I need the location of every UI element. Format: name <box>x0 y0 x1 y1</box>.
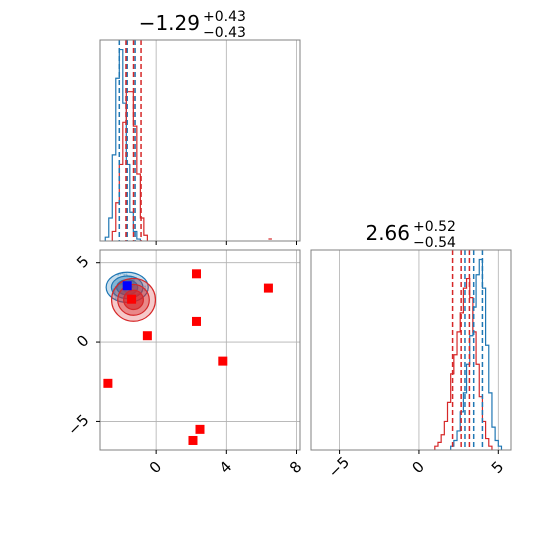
sample-point-series-a <box>113 291 116 294</box>
scatter-frame <box>99 249 301 451</box>
histogram-series-b <box>111 91 148 241</box>
sample-point-series-a <box>114 297 117 300</box>
param-2-title-minus: −0.54 <box>413 235 456 251</box>
marker-square-red <box>191 269 201 279</box>
x-tick-label-param-2: 0 <box>408 458 427 477</box>
marker-square-red <box>142 331 152 341</box>
param-1-title-minus: −0.43 <box>203 25 246 41</box>
x-tick-label-param-2: −5 <box>325 453 353 481</box>
marker-square-red <box>195 424 205 434</box>
marker-square-red <box>127 294 137 304</box>
param-2-title-plus: +0.52 <box>413 219 456 235</box>
x-tick-label-param-1: 4 <box>216 458 235 477</box>
y-tick-label-param-2: −5 <box>64 411 92 439</box>
sample-point-series-a <box>144 285 147 288</box>
marker-square-red <box>191 316 201 326</box>
marker-square-red <box>263 283 273 293</box>
x-tick-label-param-2: 5 <box>488 458 507 477</box>
param-1-title-median: −1.29 <box>139 11 200 35</box>
x-tick-label-param-1: 0 <box>146 458 165 477</box>
histogram-series-b <box>434 277 493 450</box>
scatter-panel: 0 4 8 −5 0 5 <box>64 249 306 477</box>
histogram-frame-param-2 <box>310 249 512 451</box>
histogram-panel-param-1 <box>99 39 301 245</box>
sample-point-series-a <box>125 273 128 276</box>
marker-square-red <box>188 435 198 445</box>
marker-square-red <box>103 378 113 388</box>
histogram-series-a <box>104 48 141 241</box>
histogram-panel-param-2: −5 0 5 <box>310 249 512 481</box>
param-2-title-median: 2.66 <box>365 221 410 245</box>
marker-square-blue <box>122 281 132 291</box>
histogram-series-a <box>450 258 503 450</box>
param-1-title-plus: +0.43 <box>203 9 246 25</box>
sample-point-series-a <box>123 273 126 276</box>
marker-square-red <box>218 356 228 366</box>
histogram-frame-param-1 <box>99 39 301 242</box>
sample-point-series-a <box>133 278 136 281</box>
x-tick-label-param-1: 8 <box>286 458 305 477</box>
y-tick-label-param-2: 0 <box>73 331 92 350</box>
y-tick-label-param-2: 5 <box>73 252 92 271</box>
